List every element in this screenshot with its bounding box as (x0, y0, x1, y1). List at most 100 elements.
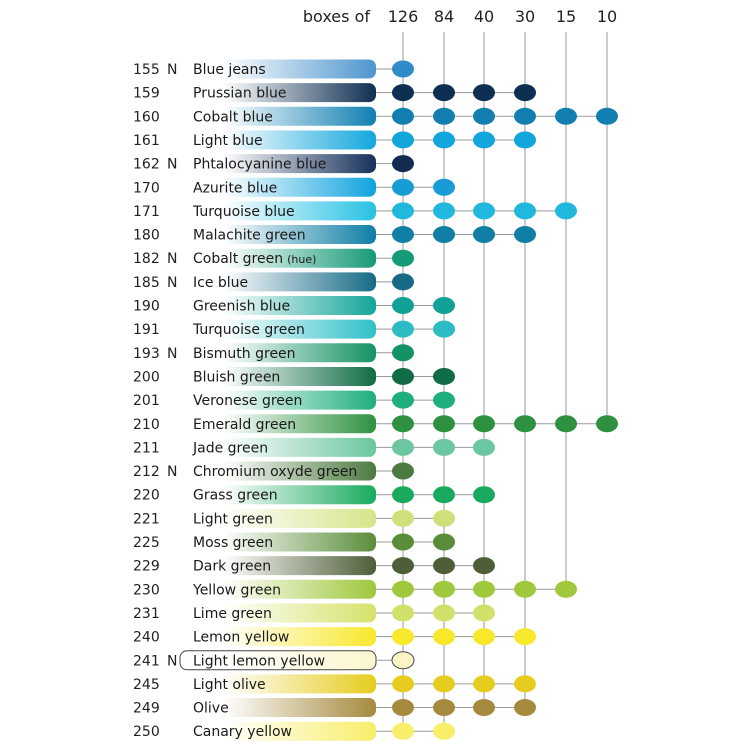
color-name: Bluish green (193, 369, 280, 385)
availability-dot-126 (392, 107, 414, 125)
availability-dot-126 (392, 415, 414, 433)
color-number: 240 (133, 630, 160, 646)
availability-dot-126 (392, 628, 414, 646)
color-name-text: Prussian blue (193, 86, 286, 102)
color-number: 155 (133, 62, 160, 78)
color-number: 159 (133, 86, 160, 102)
availability-dot-30 (514, 580, 536, 598)
availability-dot-126 (392, 155, 414, 173)
color-name: Emerald green (193, 417, 296, 433)
color-number: 171 (133, 204, 160, 220)
color-rows: 155 N Blue jeans 159 Prussian blue 160 Cobalt … (133, 59, 618, 741)
box-size-126: 126 (388, 7, 419, 26)
color-name-text: Light blue (193, 133, 263, 149)
availability-dot-40 (473, 628, 495, 646)
color-number: 191 (133, 322, 160, 338)
availability-dot-84 (433, 107, 455, 125)
availability-dot-126 (392, 557, 414, 575)
header: boxes of 126 84 40 30 15 10 (303, 7, 617, 26)
color-number: 180 (133, 228, 160, 244)
availability-dot-84 (433, 628, 455, 646)
color-number: 231 (133, 606, 160, 622)
color-swatch (180, 390, 376, 410)
color-swatch (180, 154, 376, 174)
color-name: Blue jeans (193, 62, 266, 78)
color-swatch (180, 627, 376, 647)
color-number: 250 (133, 724, 160, 740)
availability-dot-84 (433, 367, 455, 385)
availability-dot-84 (433, 226, 455, 244)
availability-dot-10 (596, 415, 618, 433)
color-row-171: 171 Turquoise blue (133, 201, 577, 221)
availability-dot-84 (433, 202, 455, 220)
availability-dot-126 (392, 367, 414, 385)
color-number: 225 (133, 535, 160, 551)
availability-dot-84 (433, 438, 455, 456)
color-row-225: 225 Moss green (133, 532, 455, 552)
color-number: 200 (133, 369, 160, 385)
color-name-text: Ice blue (193, 275, 248, 291)
color-name-text: Jade green (192, 440, 268, 456)
color-number: 212 (133, 464, 160, 480)
availability-dot-84 (433, 84, 455, 102)
availability-dot-126 (392, 60, 414, 78)
color-name-text: Cobalt green (193, 251, 283, 267)
color-row-210: 210 Emerald green (133, 414, 618, 434)
availability-dot-30 (514, 131, 536, 149)
box-size-30: 30 (515, 7, 535, 26)
color-number: 182 (133, 251, 160, 267)
new-color-flag: N (167, 653, 177, 669)
color-name-text: Bismuth green (193, 346, 296, 362)
availability-dot-126 (392, 178, 414, 196)
availability-dot-40 (473, 580, 495, 598)
new-color-flag: N (167, 251, 177, 267)
color-row-191: 191 Turquoise green (133, 319, 455, 339)
availability-dot-40 (473, 699, 495, 717)
availability-dot-126 (392, 84, 414, 102)
color-name: Azurite blue (193, 180, 277, 196)
availability-dot-84 (433, 557, 455, 575)
color-name: Ice blue (193, 275, 248, 291)
color-name-text: Blue jeans (193, 62, 266, 78)
availability-dot-40 (473, 604, 495, 622)
color-number: 162 (133, 157, 160, 173)
color-swatch (180, 532, 376, 552)
availability-dot-126 (392, 722, 414, 740)
color-name-text: Malachite green (193, 228, 306, 244)
availability-dot-126 (392, 675, 414, 693)
availability-dot-126 (392, 438, 414, 456)
new-color-flag: N (167, 275, 177, 291)
availability-dot-84 (433, 675, 455, 693)
color-name-text: Olive (193, 701, 229, 717)
color-name: Bismuth green (193, 346, 296, 362)
color-row-201: 201 Veronese green (133, 390, 455, 410)
color-name: Malachite green (193, 228, 306, 244)
color-swatch (180, 461, 376, 481)
availability-dot-84 (433, 509, 455, 527)
color-swatch (180, 508, 376, 528)
color-row-159: 159 Prussian blue (133, 83, 536, 103)
availability-dot-126 (392, 344, 414, 362)
color-swatch (180, 366, 376, 386)
color-swatch (180, 485, 376, 505)
color-swatch (180, 296, 376, 315)
availability-dot-126 (392, 131, 414, 149)
color-swatch (180, 59, 376, 79)
color-number: 160 (133, 109, 160, 125)
color-row-231: 231 Lime green (133, 603, 495, 623)
color-swatch (180, 579, 376, 599)
color-swatch (180, 343, 376, 363)
color-row-220: 220 Grass green (133, 485, 495, 505)
color-swatch (180, 698, 376, 718)
color-name: Grass green (193, 488, 278, 504)
availability-dot-30 (514, 107, 536, 125)
availability-dot-30 (514, 699, 536, 717)
color-name-text: Yellow green (192, 582, 281, 598)
color-name-text: Azurite blue (193, 180, 277, 196)
availability-dot-30 (514, 415, 536, 433)
color-row-180: 180 Malachite green (133, 225, 536, 245)
color-name-text: Bluish green (193, 369, 280, 385)
availability-dot-126 (392, 699, 414, 717)
color-swatch (180, 414, 376, 434)
